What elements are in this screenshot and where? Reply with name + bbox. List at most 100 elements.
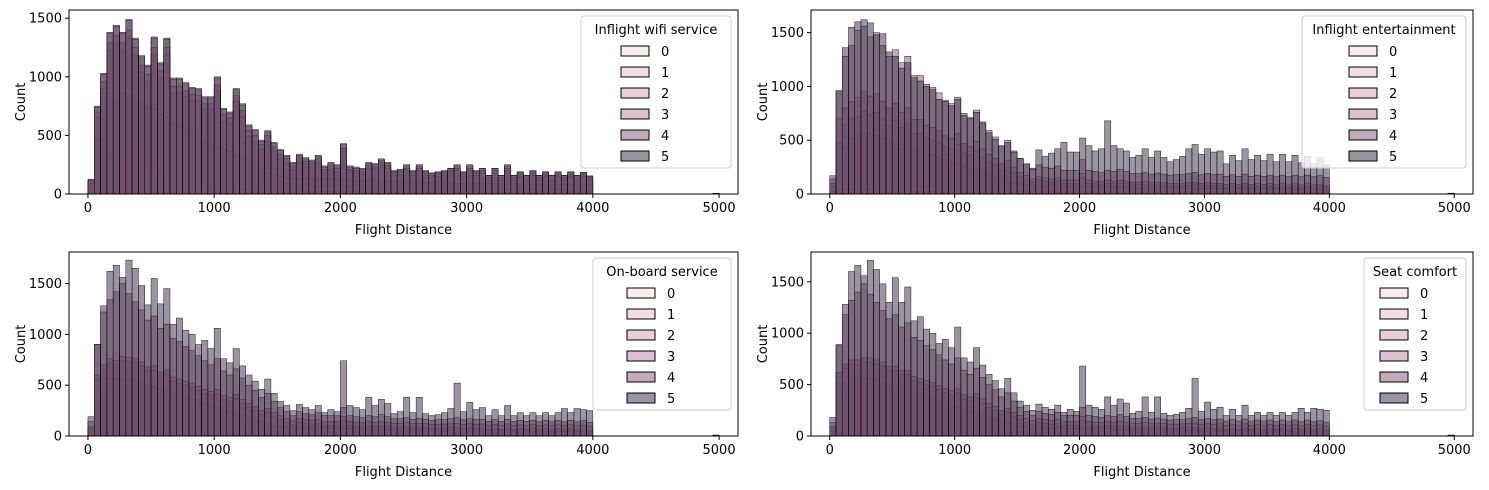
bar-level-5 — [1322, 164, 1330, 195]
bar-level-5 — [579, 172, 587, 195]
bar-level-5 — [422, 413, 429, 437]
bar-level-5 — [346, 405, 354, 437]
bar-level-5 — [885, 302, 893, 437]
subplot-1: 0 1000 2000 3000 4000 5000 0 500 1000 1500 Flight … — [14, 9, 739, 238]
bar-level-5 — [447, 408, 455, 437]
bar-level-5 — [991, 380, 999, 437]
y-tick-label: 0 — [796, 430, 804, 445]
bar-level-5 — [510, 175, 518, 195]
bar-level-5 — [466, 164, 474, 195]
bar-level-5 — [516, 171, 524, 195]
bar-level-5 — [1035, 403, 1043, 437]
bar-level-5 — [245, 374, 253, 437]
axes-frame — [810, 251, 1474, 437]
y-axis-label: Count — [756, 83, 771, 122]
legend-label: 0 — [1389, 45, 1397, 60]
bar-level-5 — [1166, 415, 1174, 437]
bar-level-5 — [941, 101, 949, 195]
bar-level-5 — [985, 374, 993, 437]
bar-level-5 — [295, 153, 303, 195]
legend-label: 0 — [667, 287, 675, 302]
bar-level-5 — [378, 158, 385, 195]
y-axis-label: Count — [756, 325, 771, 364]
bar-level-5 — [916, 316, 924, 437]
bar-level-5 — [529, 412, 537, 437]
legend-title: On-board service — [606, 265, 717, 280]
bar-level-5 — [207, 96, 215, 195]
bar-level-5 — [1079, 365, 1087, 437]
bar-level-5 — [396, 169, 404, 195]
x-tick-label: 3000 — [450, 201, 483, 216]
bar-level-5 — [1260, 415, 1268, 437]
bar-level-5 — [258, 139, 265, 195]
bar-level-5 — [226, 111, 234, 195]
bar-level-5 — [979, 364, 987, 437]
bar-level-5 — [954, 99, 962, 195]
bar-level-5 — [1066, 151, 1074, 195]
legend-box — [1301, 15, 1467, 169]
legend-box — [592, 257, 732, 411]
legend-swatch — [1379, 329, 1409, 341]
legend-swatch — [1348, 45, 1378, 57]
legend-swatch — [620, 150, 650, 162]
bar-level-5 — [929, 332, 937, 437]
bar-level-5 — [295, 404, 303, 437]
bar-level-5 — [131, 37, 139, 195]
bar-level-5 — [1191, 144, 1199, 195]
y-axis-label: Count — [14, 325, 29, 364]
bar-level-5 — [188, 334, 196, 437]
bar-level-5 — [548, 415, 556, 437]
x-tick-label: 4000 — [1313, 201, 1346, 216]
bar-level-5 — [848, 26, 855, 195]
bar-level-5 — [1129, 157, 1137, 195]
bar-level-5 — [264, 378, 272, 437]
bar-level-5 — [441, 170, 448, 195]
bar-level-5 — [561, 408, 568, 437]
legend-title: Seat comfort — [1373, 265, 1457, 280]
bar-level-5 — [333, 411, 341, 437]
x-tick-label: 4000 — [1313, 443, 1346, 458]
x-axis-label: Flight Distance — [1093, 223, 1190, 238]
bar-level-5 — [935, 99, 943, 195]
legend-swatch — [626, 350, 656, 362]
bar-level-5 — [529, 170, 537, 195]
bar-level-5 — [245, 124, 253, 195]
y-axis-label: Count — [14, 83, 29, 122]
legend-swatch — [1348, 87, 1378, 99]
bar-level-5 — [1116, 398, 1124, 437]
x-tick-label: 1000 — [938, 443, 971, 458]
bar-level-5 — [1091, 150, 1099, 195]
bar-level-5 — [1104, 120, 1112, 195]
bar-level-5 — [904, 62, 912, 195]
legend-label: 1 — [1420, 308, 1428, 323]
bar-level-5 — [860, 275, 868, 437]
bar-level-5 — [866, 259, 874, 437]
bar-level-5 — [119, 277, 127, 437]
bar-level-5 — [973, 347, 980, 437]
bar-level-5 — [340, 143, 347, 195]
x-tick-label: 4000 — [576, 201, 609, 216]
x-tick-label: 0 — [84, 443, 92, 458]
bar-level-5 — [835, 344, 843, 437]
bar-level-5 — [390, 413, 398, 437]
bar-level-5 — [860, 19, 868, 195]
bar-level-5 — [169, 323, 177, 437]
subplot-2: 0 1000 2000 3000 4000 5000 0 500 1000 1500 Flight … — [756, 9, 1474, 238]
bar-level-5 — [283, 155, 291, 195]
legend-label: 4 — [1420, 371, 1428, 386]
x-tick-label: 2000 — [1063, 201, 1096, 216]
bar-level-5 — [100, 73, 108, 195]
bar-level-5 — [308, 409, 316, 437]
bar-level-5 — [226, 362, 234, 437]
x-axis-label: Flight Distance — [355, 465, 452, 480]
x-tick-label: 5000 — [703, 201, 736, 216]
bar-level-5 — [929, 89, 937, 195]
bar-level-5 — [935, 343, 943, 437]
y-tick-label: 1000 — [771, 327, 804, 342]
y-tick-label: 500 — [37, 379, 62, 394]
bar-level-5 — [1216, 150, 1224, 195]
bar-level-5 — [302, 407, 310, 437]
legend-swatch — [1379, 371, 1409, 383]
bar-level-5 — [1135, 155, 1143, 195]
x-tick-label: 0 — [826, 201, 834, 216]
